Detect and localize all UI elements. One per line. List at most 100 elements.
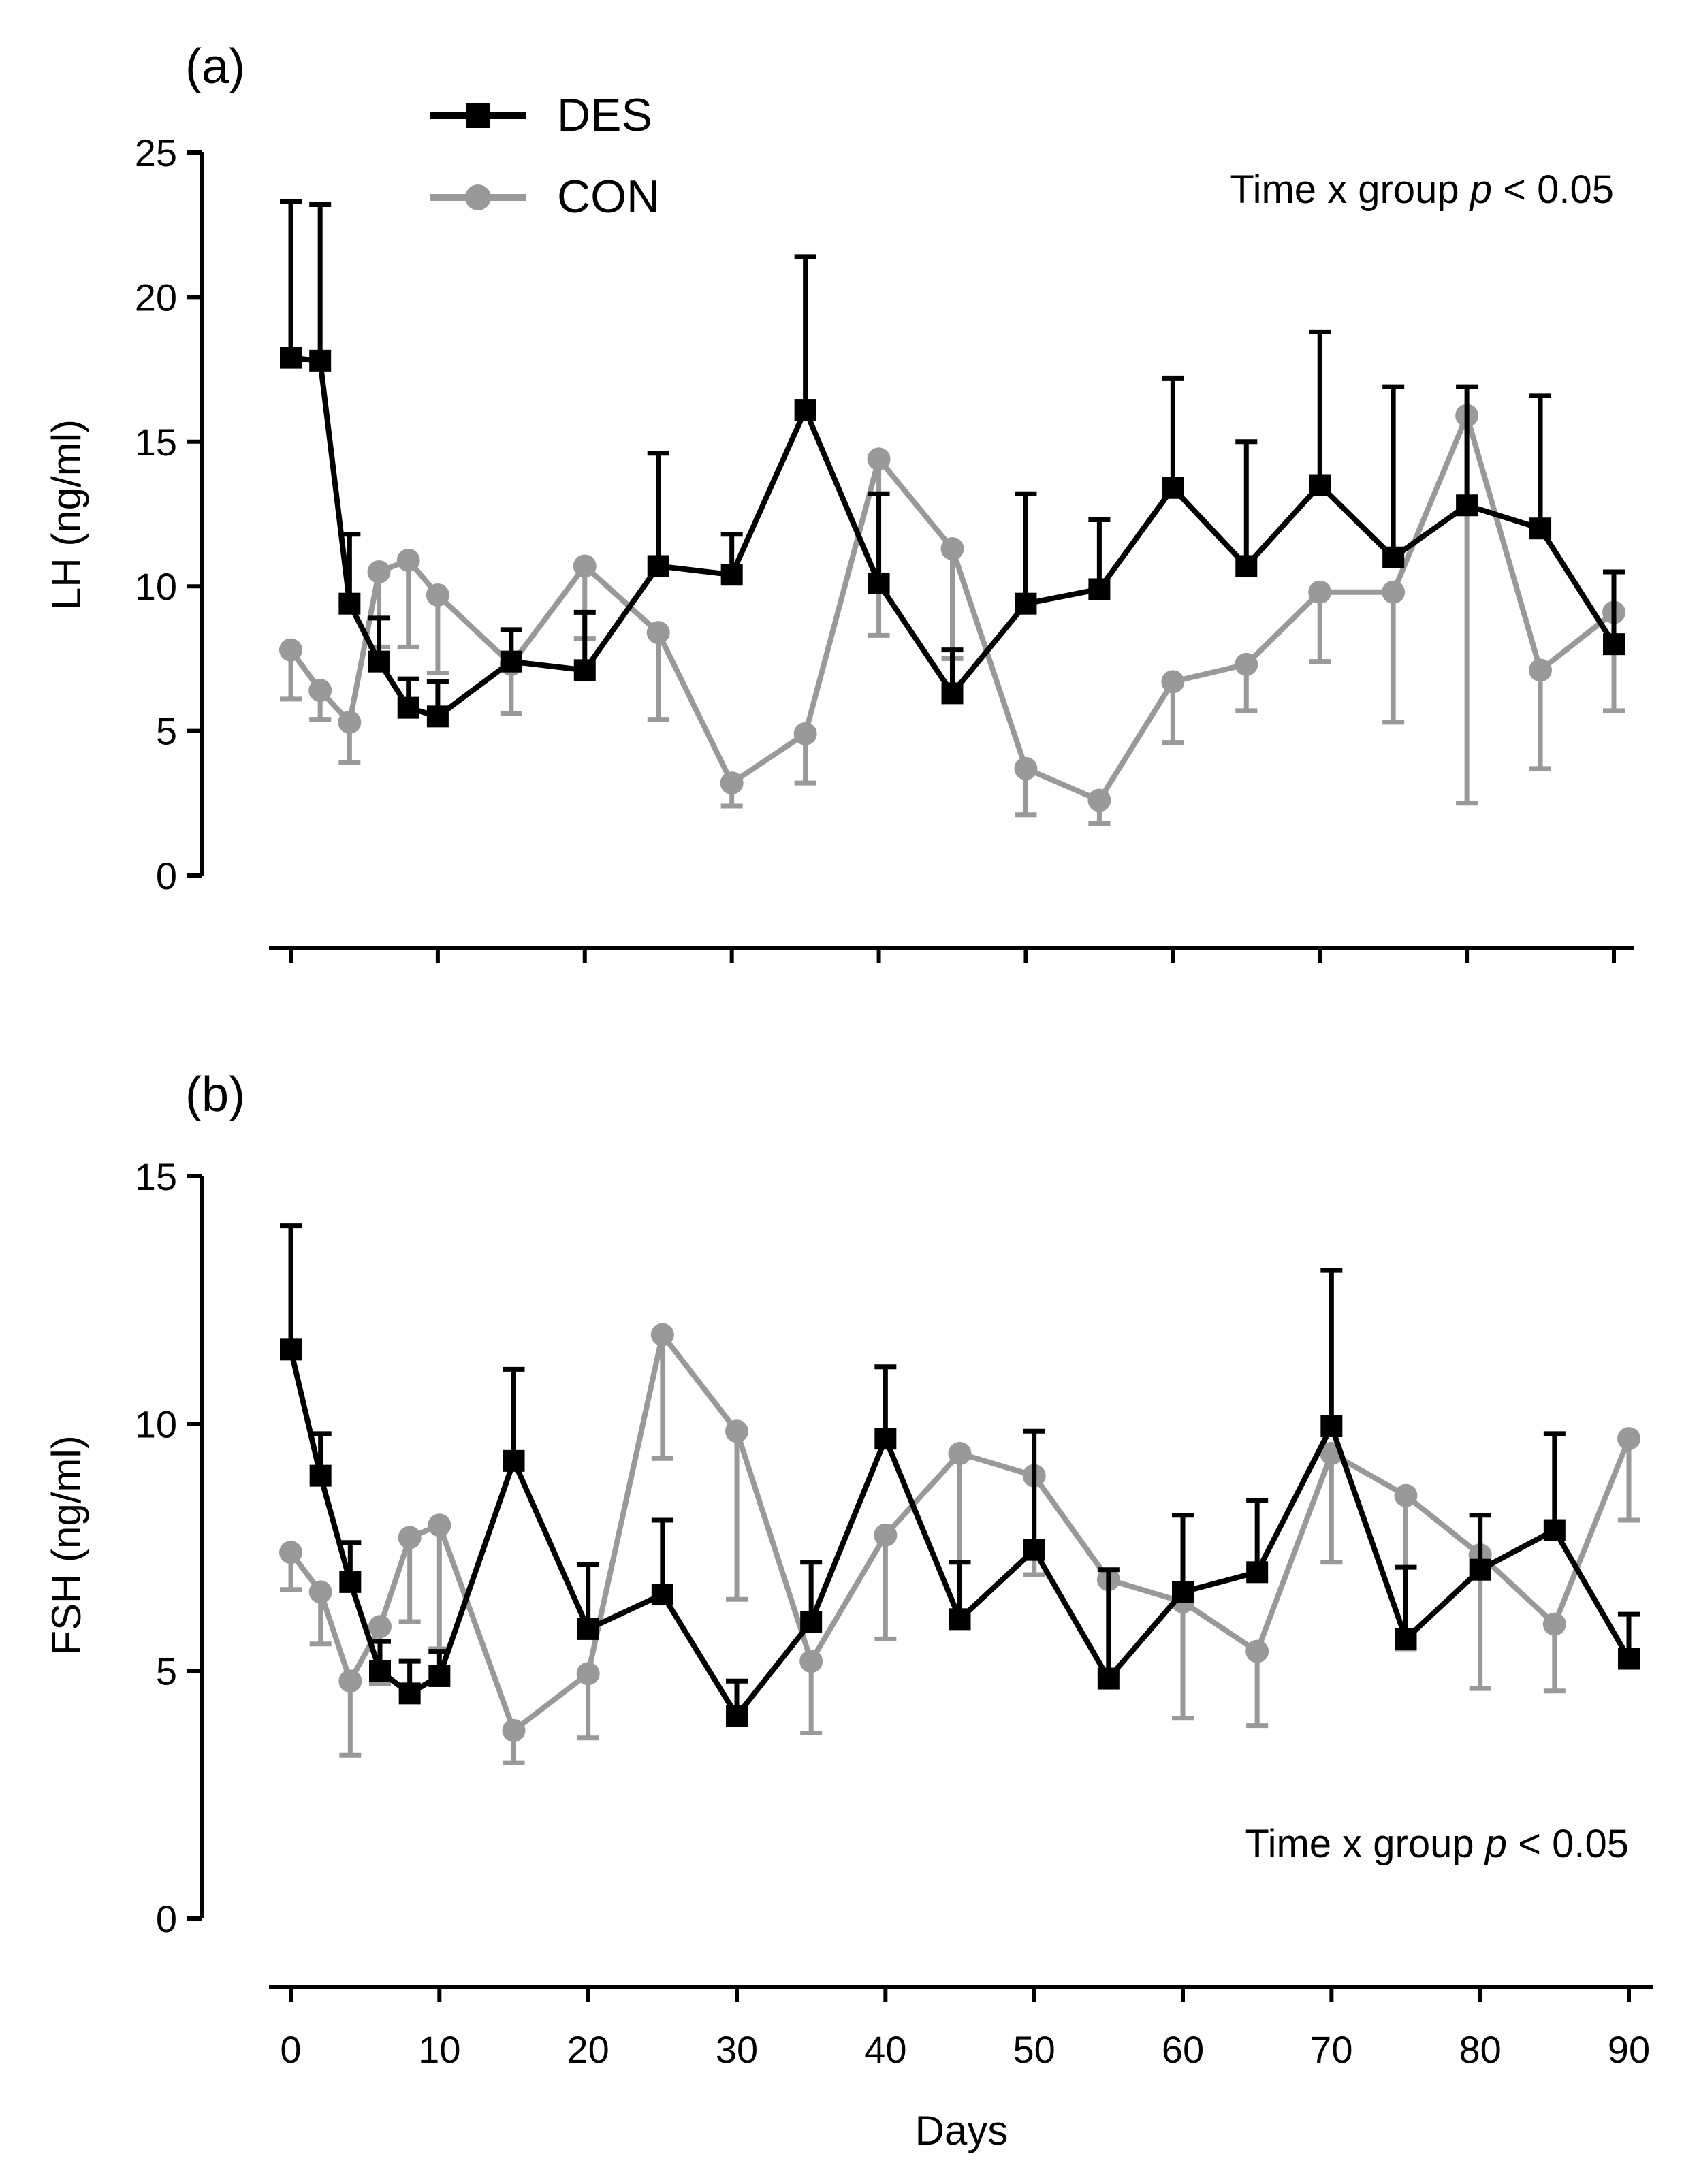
point-des-a-17 xyxy=(1309,474,1331,496)
point-con-b-8 xyxy=(650,1323,674,1347)
point-con-b-20 xyxy=(1542,1612,1566,1636)
point-con-a-14 xyxy=(1087,788,1111,812)
point-con-b-6 xyxy=(502,1718,526,1742)
plot-area-b xyxy=(279,1223,1640,1765)
point-des-a-4 xyxy=(397,696,419,719)
legend-item-des: DES xyxy=(430,89,652,141)
point-des-b-12 xyxy=(949,1608,971,1631)
y-tick-label-a-2: 10 xyxy=(135,565,177,608)
point-con-b-16 xyxy=(1245,1639,1269,1663)
annotation-b-prefix: Time x group xyxy=(1245,1822,1484,1866)
annotation-b-p: p xyxy=(1484,1822,1507,1866)
x-tick-label-b-5: 50 xyxy=(1013,2028,1055,2071)
x-ticks-a xyxy=(289,948,1616,963)
point-con-a-0 xyxy=(279,638,302,662)
point-con-b-2 xyxy=(338,1669,362,1693)
point-con-a-7 xyxy=(573,554,597,578)
point-con-a-10 xyxy=(793,722,817,745)
point-con-b-12 xyxy=(948,1441,972,1465)
point-des-a-14 xyxy=(1088,578,1111,600)
point-des-b-3 xyxy=(369,1660,391,1682)
point-des-b-4 xyxy=(398,1682,421,1705)
point-des-b-5 xyxy=(428,1665,451,1687)
legend-item-con: CON xyxy=(430,171,660,223)
y-tick-label-a-4: 20 xyxy=(135,276,177,319)
point-con-b-18 xyxy=(1394,1483,1418,1507)
point-des-b-17 xyxy=(1320,1415,1343,1437)
x-tick-label-b-2: 20 xyxy=(567,2028,609,2071)
point-des-a-13 xyxy=(1015,592,1037,615)
point-des-a-7 xyxy=(573,659,596,681)
point-des-a-6 xyxy=(500,650,522,673)
x-tick-label-b-7: 70 xyxy=(1310,2028,1352,2071)
y-tick-label-a-1: 5 xyxy=(156,710,177,753)
point-des-a-8 xyxy=(647,555,669,577)
x-tick-label-b-3: 30 xyxy=(716,2028,758,2071)
y-tick-label-a-5: 25 xyxy=(135,131,177,174)
point-con-a-17 xyxy=(1308,580,1332,604)
y-axis-title-a: LH (ng/ml) xyxy=(44,419,89,610)
point-des-b-2 xyxy=(339,1571,362,1593)
series-des-a xyxy=(280,199,1625,728)
x-tick-label-b-6: 60 xyxy=(1162,2028,1204,2071)
y-tick-label-b-1: 5 xyxy=(156,1650,177,1693)
point-con-a-13 xyxy=(1014,756,1038,780)
y-axis-title-b: FSH (ng/ml) xyxy=(44,1435,89,1655)
point-des-a-19 xyxy=(1456,494,1478,517)
x-axis-b: 0 10 20 30 40 50 60 70 80 90 xyxy=(269,1985,1653,2071)
x-tick-label-b-4: 40 xyxy=(864,2028,906,2071)
annotation-b: Time x group p < 0.05 xyxy=(1245,1822,1629,1866)
annotation-a-p: p xyxy=(1469,167,1492,212)
point-des-a-5 xyxy=(426,705,449,728)
point-con-b-1 xyxy=(308,1580,332,1604)
y-axis-a: 0 5 10 15 20 25 xyxy=(135,131,204,897)
legend-con-label: CON xyxy=(557,171,660,223)
y-ticks-a: 0 5 10 15 20 25 xyxy=(135,131,202,897)
series-line-con-b xyxy=(288,1332,1632,1733)
point-des-b-18 xyxy=(1395,1628,1417,1650)
annotation-b-suffix: < 0.05 xyxy=(1507,1822,1629,1866)
point-des-b-1 xyxy=(309,1464,332,1487)
y-axis-b: 0 5 10 15 xyxy=(135,1155,204,1940)
point-con-a-2 xyxy=(338,710,362,734)
point-des-a-11 xyxy=(868,572,890,594)
legend: DES CON xyxy=(430,89,660,223)
point-des-a-3 xyxy=(368,650,390,673)
point-con-b-7 xyxy=(576,1662,600,1686)
panel-b: (b) Time x group p < 0.05 0 5 10 15 FSH (ng… xyxy=(44,1067,1653,2153)
point-con-b-10 xyxy=(799,1650,823,1673)
annotation-a-suffix: < 0.05 xyxy=(1492,167,1614,212)
series-line-con-a xyxy=(288,413,1616,803)
annotation-a-prefix: Time x group xyxy=(1230,167,1470,212)
point-des-b-16 xyxy=(1246,1561,1269,1584)
point-con-a-9 xyxy=(720,771,744,795)
series-line-des-a xyxy=(290,355,1617,720)
y-tick-label-b-3: 15 xyxy=(135,1155,177,1198)
x-tick-label-b-1: 10 xyxy=(418,2028,460,2071)
point-des-b-8 xyxy=(651,1584,673,1606)
point-con-a-11 xyxy=(867,447,891,471)
legend-des-label: DES xyxy=(557,89,652,141)
plot-area-a xyxy=(279,199,1625,826)
point-des-b-9 xyxy=(726,1705,748,1727)
series-line-des-b xyxy=(288,1349,1632,1719)
point-con-a-5 xyxy=(426,583,449,607)
point-con-a-3 xyxy=(367,560,391,583)
point-con-b-9 xyxy=(725,1419,748,1443)
point-des-a-12 xyxy=(941,682,964,705)
series-con-a xyxy=(279,404,1625,826)
point-des-a-16 xyxy=(1235,555,1258,577)
point-con-b-3 xyxy=(368,1615,392,1639)
point-des-a-18 xyxy=(1382,546,1405,568)
point-des-a-21 xyxy=(1603,633,1625,656)
point-con-a-4 xyxy=(396,548,420,572)
y-tick-label-a-0: 0 xyxy=(156,854,177,897)
point-des-b-0 xyxy=(280,1338,302,1361)
point-des-a-0 xyxy=(280,347,302,369)
point-des-a-10 xyxy=(794,399,816,421)
y-tick-label-b-0: 0 xyxy=(156,1897,177,1940)
x-axis-a xyxy=(269,946,1634,963)
point-con-b-11 xyxy=(874,1523,898,1547)
x-tick-label-b-8: 80 xyxy=(1459,2028,1502,2071)
